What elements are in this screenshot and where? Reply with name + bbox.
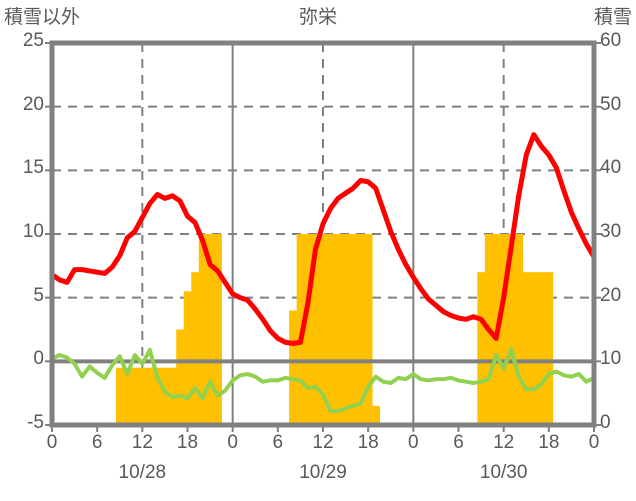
bar	[161, 367, 170, 425]
red-series-line	[49, 132, 597, 347]
bar	[326, 234, 335, 425]
x-axis-tick-label: 0	[408, 432, 419, 453]
y-axis-left-tick-label: 0	[33, 348, 44, 370]
bar	[507, 234, 516, 425]
x-axis-tick-label: 6	[91, 432, 103, 453]
bar	[115, 367, 125, 425]
bar	[356, 234, 366, 425]
x-axis-tick-label: 18	[538, 432, 560, 453]
bar	[334, 234, 343, 425]
y-axis-right-tick-label: 60	[600, 30, 622, 51]
x-axis-date-label: 10/28	[118, 462, 167, 483]
bar	[176, 329, 185, 425]
y-axis-right-tick-label: 40	[600, 157, 622, 179]
x-axis-tick-label: 6	[453, 432, 464, 453]
x-axis-date-label: 10/29	[299, 462, 347, 483]
left-axis-title: 積雪以外	[4, 7, 81, 28]
x-axis-tick-label: 0	[46, 432, 58, 453]
bar	[371, 405, 381, 425]
bar	[499, 234, 509, 425]
y-axis-right-tick-label: 50	[600, 93, 622, 115]
x-axis-date-label: 10/30	[479, 462, 528, 483]
bar	[191, 272, 200, 425]
x-axis-tick-label: 6	[272, 432, 284, 453]
bar	[545, 272, 554, 425]
bar	[514, 234, 524, 425]
y-axis-right-tick-label: 20	[600, 284, 622, 306]
y-axis-right-tick-label: 10	[600, 348, 622, 370]
bar	[131, 367, 140, 425]
bar	[349, 234, 358, 425]
y-axis-right-tick-label: 30	[600, 221, 622, 242]
bar	[364, 234, 373, 425]
x-axis-tick-label: 18	[357, 432, 379, 453]
y-axis-left-tick-label: 10	[22, 221, 44, 242]
bar	[153, 367, 162, 425]
y-axis-left-tick-label: 5	[33, 284, 44, 306]
green-series-line	[50, 346, 596, 413]
y-axis-left-tick-label: 20	[22, 93, 44, 115]
y-axis-left-tick-label: 15	[22, 157, 44, 179]
x-axis-tick-label: 0	[227, 432, 238, 453]
bar	[319, 234, 328, 425]
x-axis-tick-label: 12	[131, 432, 153, 453]
y-axis-left-tick-label: 25	[22, 30, 44, 51]
bar	[341, 234, 350, 425]
x-axis-tick-label: 12	[493, 432, 515, 453]
bar	[183, 291, 192, 425]
bar	[198, 234, 207, 425]
right-axis-title: 積雪	[593, 7, 632, 28]
bar	[289, 310, 298, 425]
bar	[206, 234, 215, 425]
bar	[304, 234, 313, 425]
bar	[477, 272, 486, 425]
x-axis-tick-label: 0	[588, 432, 600, 453]
y-axis-left-tick-label: -5	[27, 412, 44, 433]
bar	[123, 367, 132, 425]
bar	[213, 234, 222, 425]
x-axis-tick-label: 12	[312, 432, 334, 453]
bar	[537, 272, 546, 425]
chart-title: 弥栄	[298, 7, 337, 28]
x-axis-tick-label: 18	[176, 432, 199, 453]
bar	[138, 367, 147, 425]
bar	[530, 272, 539, 425]
y-axis-right-tick-label: 0	[600, 412, 611, 433]
bar	[522, 272, 531, 425]
bar	[311, 234, 320, 425]
bar	[146, 367, 155, 425]
